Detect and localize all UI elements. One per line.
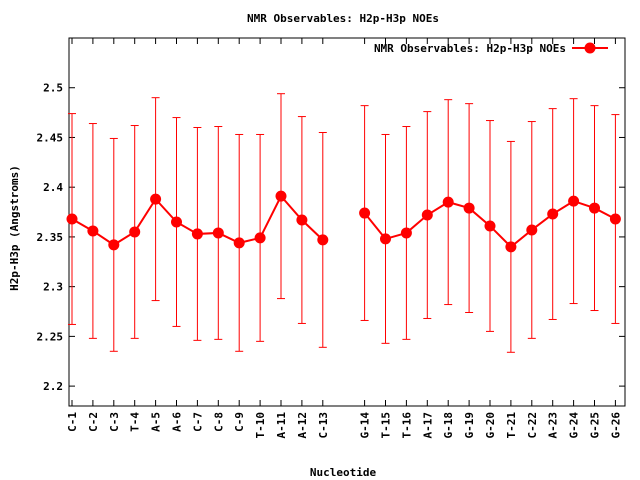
x-tick-label: A-6 <box>171 412 184 432</box>
x-axis-label: Nucleotide <box>310 466 377 479</box>
data-point <box>317 234 329 246</box>
y-axis-label: H2p-H3p (Angstroms) <box>8 165 21 291</box>
data-point <box>150 193 162 205</box>
data-point <box>568 195 580 207</box>
data-point <box>129 226 141 238</box>
x-tick-label: A-11 <box>275 412 288 439</box>
x-tick-label: T-10 <box>254 412 267 439</box>
x-tick-label: A-23 <box>547 412 560 439</box>
x-tick-label: C-13 <box>317 412 330 439</box>
data-point <box>609 213 621 225</box>
legend-label: NMR Observables: H2p-H3p NOEs <box>374 42 566 55</box>
x-tick-label: A-12 <box>296 412 309 439</box>
series-group <box>66 93 621 353</box>
data-point <box>589 202 600 214</box>
y-tick-label: 2.35 <box>37 231 64 244</box>
data-point <box>233 237 245 249</box>
x-tick-label: C-9 <box>233 412 246 432</box>
data-point <box>380 233 391 245</box>
data-point <box>484 220 496 232</box>
data-point <box>171 216 182 228</box>
x-tick-label: A-17 <box>421 412 434 439</box>
data-point <box>400 227 412 239</box>
x-tick-label: G-20 <box>484 412 497 439</box>
data-point <box>212 227 224 239</box>
x-tick-label: G-25 <box>589 412 602 439</box>
data-point <box>296 214 308 226</box>
data-point <box>87 225 99 237</box>
x-tick-label: C-22 <box>526 412 539 439</box>
y-tick-label: 2.5 <box>43 82 63 95</box>
data-point <box>191 228 203 240</box>
x-tick-label: G-24 <box>568 412 581 439</box>
data-point <box>359 207 371 219</box>
legend-marker <box>584 42 596 54</box>
data-point <box>442 196 454 208</box>
y-tick-label: 2.4 <box>43 181 63 194</box>
data-point <box>463 202 475 214</box>
x-tick-label: G-18 <box>442 412 455 439</box>
x-tick-label: T-4 <box>129 412 142 432</box>
data-point <box>547 208 559 220</box>
data-point <box>505 241 517 253</box>
legend: NMR Observables: H2p-H3p NOEs <box>374 42 608 55</box>
x-tick-label: G-14 <box>359 412 372 439</box>
x-tick-label: T-21 <box>505 412 518 439</box>
x-tick-label: C-3 <box>108 412 121 432</box>
data-point <box>254 232 266 244</box>
y-tick-label: 2.45 <box>37 131 64 144</box>
chart-title: NMR Observables: H2p-H3p NOEs <box>247 12 439 25</box>
x-tick-label: C-2 <box>87 412 100 432</box>
y-tick-label: 2.3 <box>43 281 63 294</box>
x-tick-label: C-8 <box>212 412 225 432</box>
y-axis: 2.2 2.25 2.3 2.35 2.4 2.45 2.5 <box>37 82 625 393</box>
x-tick-label: T-16 <box>400 412 413 439</box>
data-point <box>66 213 78 225</box>
y-tick-label: 2.25 <box>37 330 64 343</box>
x-tick-label: T-15 <box>380 412 393 439</box>
data-point <box>421 209 433 221</box>
x-tick-label: G-26 <box>609 412 622 439</box>
x-tick-label: G-19 <box>463 412 476 439</box>
x-axis: C-1 C-2 C-3 T-4 A-5 A-6 C-7 C-8 C-9 T-10 A-11 A-12 C… <box>66 38 622 439</box>
y-tick-label: 2.2 <box>43 380 63 393</box>
data-point <box>108 239 120 251</box>
x-tick-label: A-5 <box>150 412 163 432</box>
x-tick-label: C-7 <box>191 412 204 432</box>
data-point <box>275 190 287 202</box>
data-point <box>526 224 538 236</box>
x-tick-label: C-1 <box>66 412 79 432</box>
